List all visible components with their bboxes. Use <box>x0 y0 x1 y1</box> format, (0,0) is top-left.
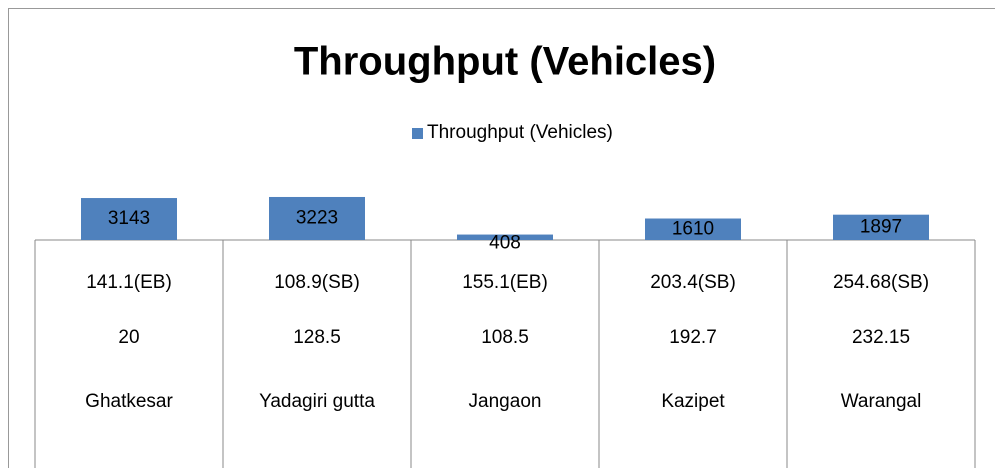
x-tick-label: Ghatkesar <box>85 391 173 412</box>
x-tick-label: Warangal <box>841 391 922 412</box>
bar <box>645 218 741 240</box>
table-cell: 203.4(SB) <box>650 272 736 293</box>
x-tick-label: Kazipet <box>661 391 725 412</box>
table-cell: 232.15 <box>852 327 910 348</box>
data-label: 3143 <box>108 208 150 229</box>
bar <box>833 214 929 240</box>
data-label: 1897 <box>860 216 902 237</box>
table-cell: 128.5 <box>293 327 341 348</box>
chart-border <box>8 8 995 468</box>
bar <box>81 198 177 240</box>
bar <box>269 196 365 240</box>
table-cell: 192.7 <box>669 327 717 348</box>
bar <box>457 234 553 240</box>
x-tick-label: Jangaon <box>469 391 542 412</box>
data-label: 3223 <box>296 208 338 229</box>
table-cell: 141.1(EB) <box>86 272 172 293</box>
table-cell: 20 <box>118 327 139 348</box>
table-cell: 108.9(SB) <box>274 272 360 293</box>
table-cell: 108.5 <box>481 327 529 348</box>
chart-title: Throughput (Vehicles) <box>294 40 716 84</box>
legend-swatch <box>412 128 423 139</box>
data-label: 1610 <box>672 218 714 239</box>
x-tick-label: Yadagiri gutta <box>259 391 375 412</box>
data-label: 408 <box>489 232 521 253</box>
table-cell: 155.1(EB) <box>462 272 548 293</box>
table-cell: 254.68(SB) <box>833 272 929 293</box>
legend-label: Throughput (Vehicles) <box>427 122 613 143</box>
